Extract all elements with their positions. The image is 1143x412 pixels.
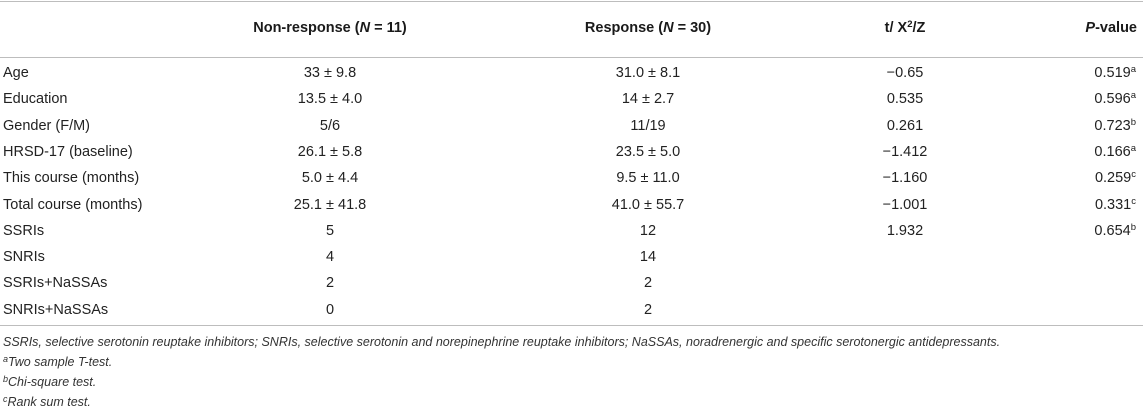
header-statistic: t/ X2/Z: [884, 19, 926, 36]
row-response-value: 2: [643, 275, 653, 292]
row-variable: Education: [3, 91, 68, 108]
row-response-value: 12: [639, 222, 657, 239]
row-p-value: 0.331c: [1094, 195, 1136, 213]
row-variable: HRSD-17 (baseline): [3, 143, 133, 160]
row-response-value: 14: [639, 249, 657, 266]
footnote-c: cRank sum test.: [3, 394, 91, 410]
row-response-value: 23.5 ± 5.0: [615, 143, 681, 160]
row-variable: This course (months): [3, 170, 140, 187]
test-footnote-mark: b: [1130, 221, 1136, 233]
row-non-response-value: 13.5 ± 4.0: [297, 91, 363, 108]
table-row: SNRIs 4 14: [0, 245, 1143, 269]
row-response-value: 2: [643, 301, 653, 318]
bottom-rule: [0, 325, 1143, 326]
test-footnote-mark: b: [1130, 116, 1136, 128]
row-variable: Age: [3, 65, 29, 81]
footnote-b: bChi-square test.: [3, 374, 97, 390]
test-footnote-mark: a: [1130, 142, 1136, 154]
test-footnote-mark: c: [1131, 169, 1136, 181]
row-p-value: 0.723b: [1094, 116, 1136, 134]
table-row: HRSD-17 (baseline) 26.1 ± 5.8 23.5 ± 5.0 −1…: [0, 140, 1143, 164]
row-non-response-value: 4: [325, 249, 335, 266]
row-statistic-value: −1.412: [882, 143, 928, 160]
row-response-value: 14 ± 2.7: [621, 91, 675, 108]
row-variable: Total course (months): [3, 196, 143, 213]
row-non-response-value: 26.1 ± 5.8: [297, 143, 363, 160]
row-statistic-value: −1.001: [882, 196, 928, 213]
row-variable: SSRIs+NaSSAs: [3, 275, 108, 292]
row-variable: SNRIs+NaSSAs: [3, 301, 109, 318]
footnote-a: aTwo sample T-test.: [3, 354, 113, 370]
row-variable: SNRIs: [3, 249, 45, 266]
row-response-value: 31.0 ± 8.1: [615, 65, 681, 81]
row-non-response-value: 0: [325, 301, 335, 318]
row-non-response-value: 2: [325, 275, 335, 292]
table-row: SSRIs 5 12 1.932 0.654b: [0, 219, 1143, 243]
row-variable: SSRIs: [3, 222, 45, 239]
table-row: Gender (F/M) 5/6 11/19 0.261 0.723b: [0, 114, 1143, 138]
row-non-response-value: 25.1 ± 41.8: [293, 196, 367, 213]
footnote-abbreviations: SSRIs, selective serotonin reuptake inhi…: [3, 335, 1001, 349]
row-p-value: 0.596a: [1094, 90, 1136, 108]
row-non-response-value: 5.0 ± 4.4: [301, 170, 359, 187]
row-non-response-value: 5/6: [319, 117, 341, 134]
test-footnote-mark: a: [1130, 90, 1136, 102]
row-p-value: 0.654b: [1094, 221, 1136, 239]
table-row: SNRIs+NaSSAs 0 2: [0, 298, 1143, 322]
test-footnote-mark: c: [1131, 195, 1136, 207]
row-statistic-value: 0.261: [886, 117, 924, 134]
table-row: Education 13.5 ± 4.0 14 ± 2.7 0.535 0.596a: [0, 87, 1143, 111]
row-response-value: 11/19: [630, 117, 666, 134]
test-footnote-mark: a: [1130, 64, 1136, 75]
table-row: SSRIs+NaSSAs 2 2: [0, 271, 1143, 295]
table-row: Age 33 ± 9.8 31.0 ± 8.1 −0.65 0.519a: [0, 61, 1143, 85]
row-statistic-value: 0.535: [886, 91, 924, 108]
row-response-value: 41.0 ± 55.7: [611, 196, 685, 213]
row-non-response-value: 5: [325, 222, 335, 239]
row-statistic-value: −1.160: [882, 170, 928, 187]
row-response-value: 9.5 ± 11.0: [616, 170, 680, 187]
row-p-value: 0.259c: [1094, 169, 1136, 187]
row-p-value: 0.166a: [1094, 142, 1136, 160]
row-statistic-value: 1.932: [886, 222, 924, 239]
header-p-value: P-value: [1085, 20, 1137, 36]
table-row: Total course (months) 25.1 ± 41.8 41.0 ± 5…: [0, 193, 1143, 217]
header-response: Response (N = 30): [584, 20, 712, 36]
row-non-response-value: 33 ± 9.8: [303, 65, 357, 81]
row-statistic-value: −0.65: [886, 65, 924, 81]
table-footnotes: SSRIs, selective serotonin reuptake inhi…: [3, 332, 1000, 412]
row-p-value: 0.519a: [1094, 64, 1136, 81]
table-header-row: Non-response (N = 11) Response (N = 30) …: [0, 16, 1143, 40]
top-rule: [0, 1, 1143, 2]
row-variable: Gender (F/M): [3, 117, 91, 134]
table-row: This course (months) 5.0 ± 4.4 9.5 ± 11.0 −…: [0, 166, 1143, 190]
header-rule: [0, 57, 1143, 58]
header-non-response: Non-response (N = 11): [253, 20, 407, 36]
